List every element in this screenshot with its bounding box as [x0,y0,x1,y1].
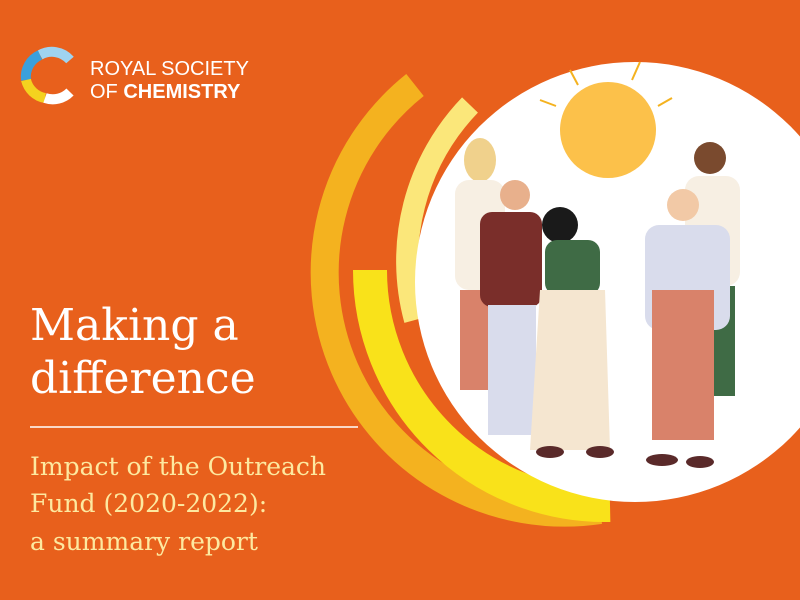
logo-line1: ROYAL SOCIETY [90,58,249,80]
logo: ROYAL SOCIETY OF CHEMISTRY [20,46,249,105]
arcs [310,74,611,527]
title-line: difference [30,353,256,404]
subtitle-line: Impact of the Outreach [30,452,326,481]
illustration [455,61,740,468]
logo-chemistry: CHEMISTRY [123,81,241,103]
subtitle-line: a summary report [30,527,258,556]
title-line: Making a [30,300,239,351]
logo-line2: OF CHEMISTRY [90,81,241,103]
subtitle-line: Fund (2020-2022): [30,489,267,518]
logo-of: OF [90,81,118,103]
